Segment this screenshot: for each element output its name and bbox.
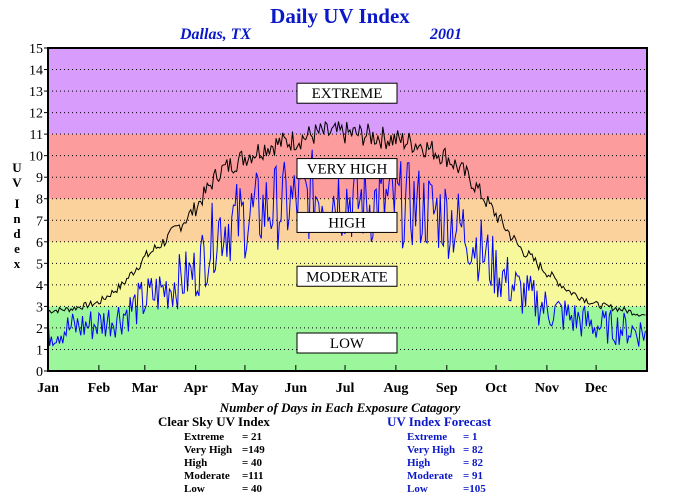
stats-value: =105 xyxy=(463,483,486,495)
x-tick-label: Sep xyxy=(436,381,458,396)
forecast-stats: UV Index Forecast Extreme = 1 Very High = … xyxy=(387,414,537,496)
clear-sky-series-line xyxy=(47,120,646,317)
stats-label: Very High xyxy=(184,444,233,456)
x-tick-label: Jul xyxy=(336,381,355,396)
stats-row: Very High = 82 xyxy=(407,444,557,457)
y-tick-label: 8 xyxy=(36,193,43,208)
location-label: Dallas, TX xyxy=(180,26,252,43)
y-tick-label: 2 xyxy=(36,322,43,337)
forecast-stats-title: UV Index Forecast xyxy=(387,414,492,429)
stats-row: Very High =149 xyxy=(184,444,334,457)
y-tick-label: 3 xyxy=(36,300,43,315)
y-axis-label-char: U xyxy=(12,160,22,175)
chart-title: Daily UV Index xyxy=(270,4,410,28)
y-tick-label: 14 xyxy=(29,64,43,79)
y-tick-label: 6 xyxy=(36,236,43,251)
stats-value: = 21 xyxy=(242,431,263,443)
band-label-box xyxy=(296,158,398,180)
y-axis-label: U V I n d e x xyxy=(10,160,24,271)
x-tick-label: Mar xyxy=(132,381,158,396)
stats-value: = 1 xyxy=(463,431,478,443)
clear-sky-stats: Clear Sky UV Index Extreme = 21 Very High… xyxy=(158,414,308,496)
band-label-box xyxy=(296,332,398,354)
x-tick-label: Feb xyxy=(88,381,111,396)
stats-value: =149 xyxy=(242,444,265,456)
plot-frame xyxy=(47,47,648,372)
stats-row: Low =105 xyxy=(407,483,557,496)
stats-value: = 91 xyxy=(463,470,484,482)
stats-label: Low xyxy=(184,483,205,495)
y-tick-label: 12 xyxy=(29,107,43,122)
y-axis-label-char: e xyxy=(14,241,20,256)
stats-label: Moderate xyxy=(184,470,230,482)
y-tick-label: 9 xyxy=(36,171,43,186)
stats-label: High xyxy=(184,457,208,469)
x-tick-label: Oct xyxy=(485,381,507,396)
clear-sky-stats-title: Clear Sky UV Index xyxy=(158,414,270,429)
y-tick-label: 7 xyxy=(36,214,43,229)
y-tick-label: 1 xyxy=(36,343,43,358)
band-label: EXTREME xyxy=(312,86,383,102)
x-tick-label: Aug xyxy=(383,381,408,396)
stats-label: Low xyxy=(407,483,428,495)
stats-label: Extreme xyxy=(184,431,225,443)
stats-row: Extreme = 1 xyxy=(407,431,557,444)
stats-value: = 82 xyxy=(463,457,484,469)
stats-row: Moderate = 91 xyxy=(407,470,557,483)
forecast-series-line xyxy=(47,149,646,347)
stats-row: High = 82 xyxy=(407,457,557,470)
band-label: VERY HIGH xyxy=(307,162,388,178)
stats-value: = 82 xyxy=(463,444,484,456)
y-axis-label-char: n xyxy=(13,211,21,226)
stats-value: = 40 xyxy=(242,483,263,495)
stats-label: Very High xyxy=(407,444,456,456)
stats-row: Low = 40 xyxy=(184,483,334,496)
stats-label: Extreme xyxy=(407,431,448,443)
x-tick-label: Jun xyxy=(285,381,308,396)
band-label-box xyxy=(296,265,398,287)
year-label: 2001 xyxy=(430,26,462,43)
y-tick-label: 5 xyxy=(36,257,43,272)
x-tick-label: May xyxy=(231,381,258,396)
y-tick-label: 10 xyxy=(29,150,43,165)
y-tick-label: 0 xyxy=(36,365,43,380)
x-tick-label: Apr xyxy=(184,381,208,396)
stats-row: Extreme = 21 xyxy=(184,431,334,444)
stats-label: Moderate xyxy=(407,470,453,482)
x-tick-label: Nov xyxy=(535,381,559,396)
band-label: MODERATE xyxy=(306,269,388,285)
stats-value: =111 xyxy=(242,470,264,482)
stats-row: High = 40 xyxy=(184,457,334,470)
stats-label: High xyxy=(407,457,431,469)
band-label-box xyxy=(296,211,398,233)
band-label-box xyxy=(296,82,398,104)
y-tick-label: 15 xyxy=(29,42,43,57)
stats-value: = 40 xyxy=(242,457,263,469)
y-tick-label: 13 xyxy=(29,85,43,100)
y-tick-label: 4 xyxy=(36,279,43,294)
stats-row: Moderate =111 xyxy=(184,470,334,483)
x-tick-label: Dec xyxy=(585,381,608,396)
y-axis-label-char: V xyxy=(12,175,22,190)
exposure-caption: Number of Days in Each Exposure Catagory xyxy=(219,400,461,415)
band-label: HIGH xyxy=(328,215,366,231)
band-label: LOW xyxy=(330,336,365,352)
y-axis-label-char: x xyxy=(13,256,21,271)
y-axis-label-char: I xyxy=(14,196,20,211)
y-axis-label-char: d xyxy=(13,226,21,241)
x-tick-label: Jan xyxy=(37,381,59,396)
y-tick-label: 11 xyxy=(30,128,43,143)
